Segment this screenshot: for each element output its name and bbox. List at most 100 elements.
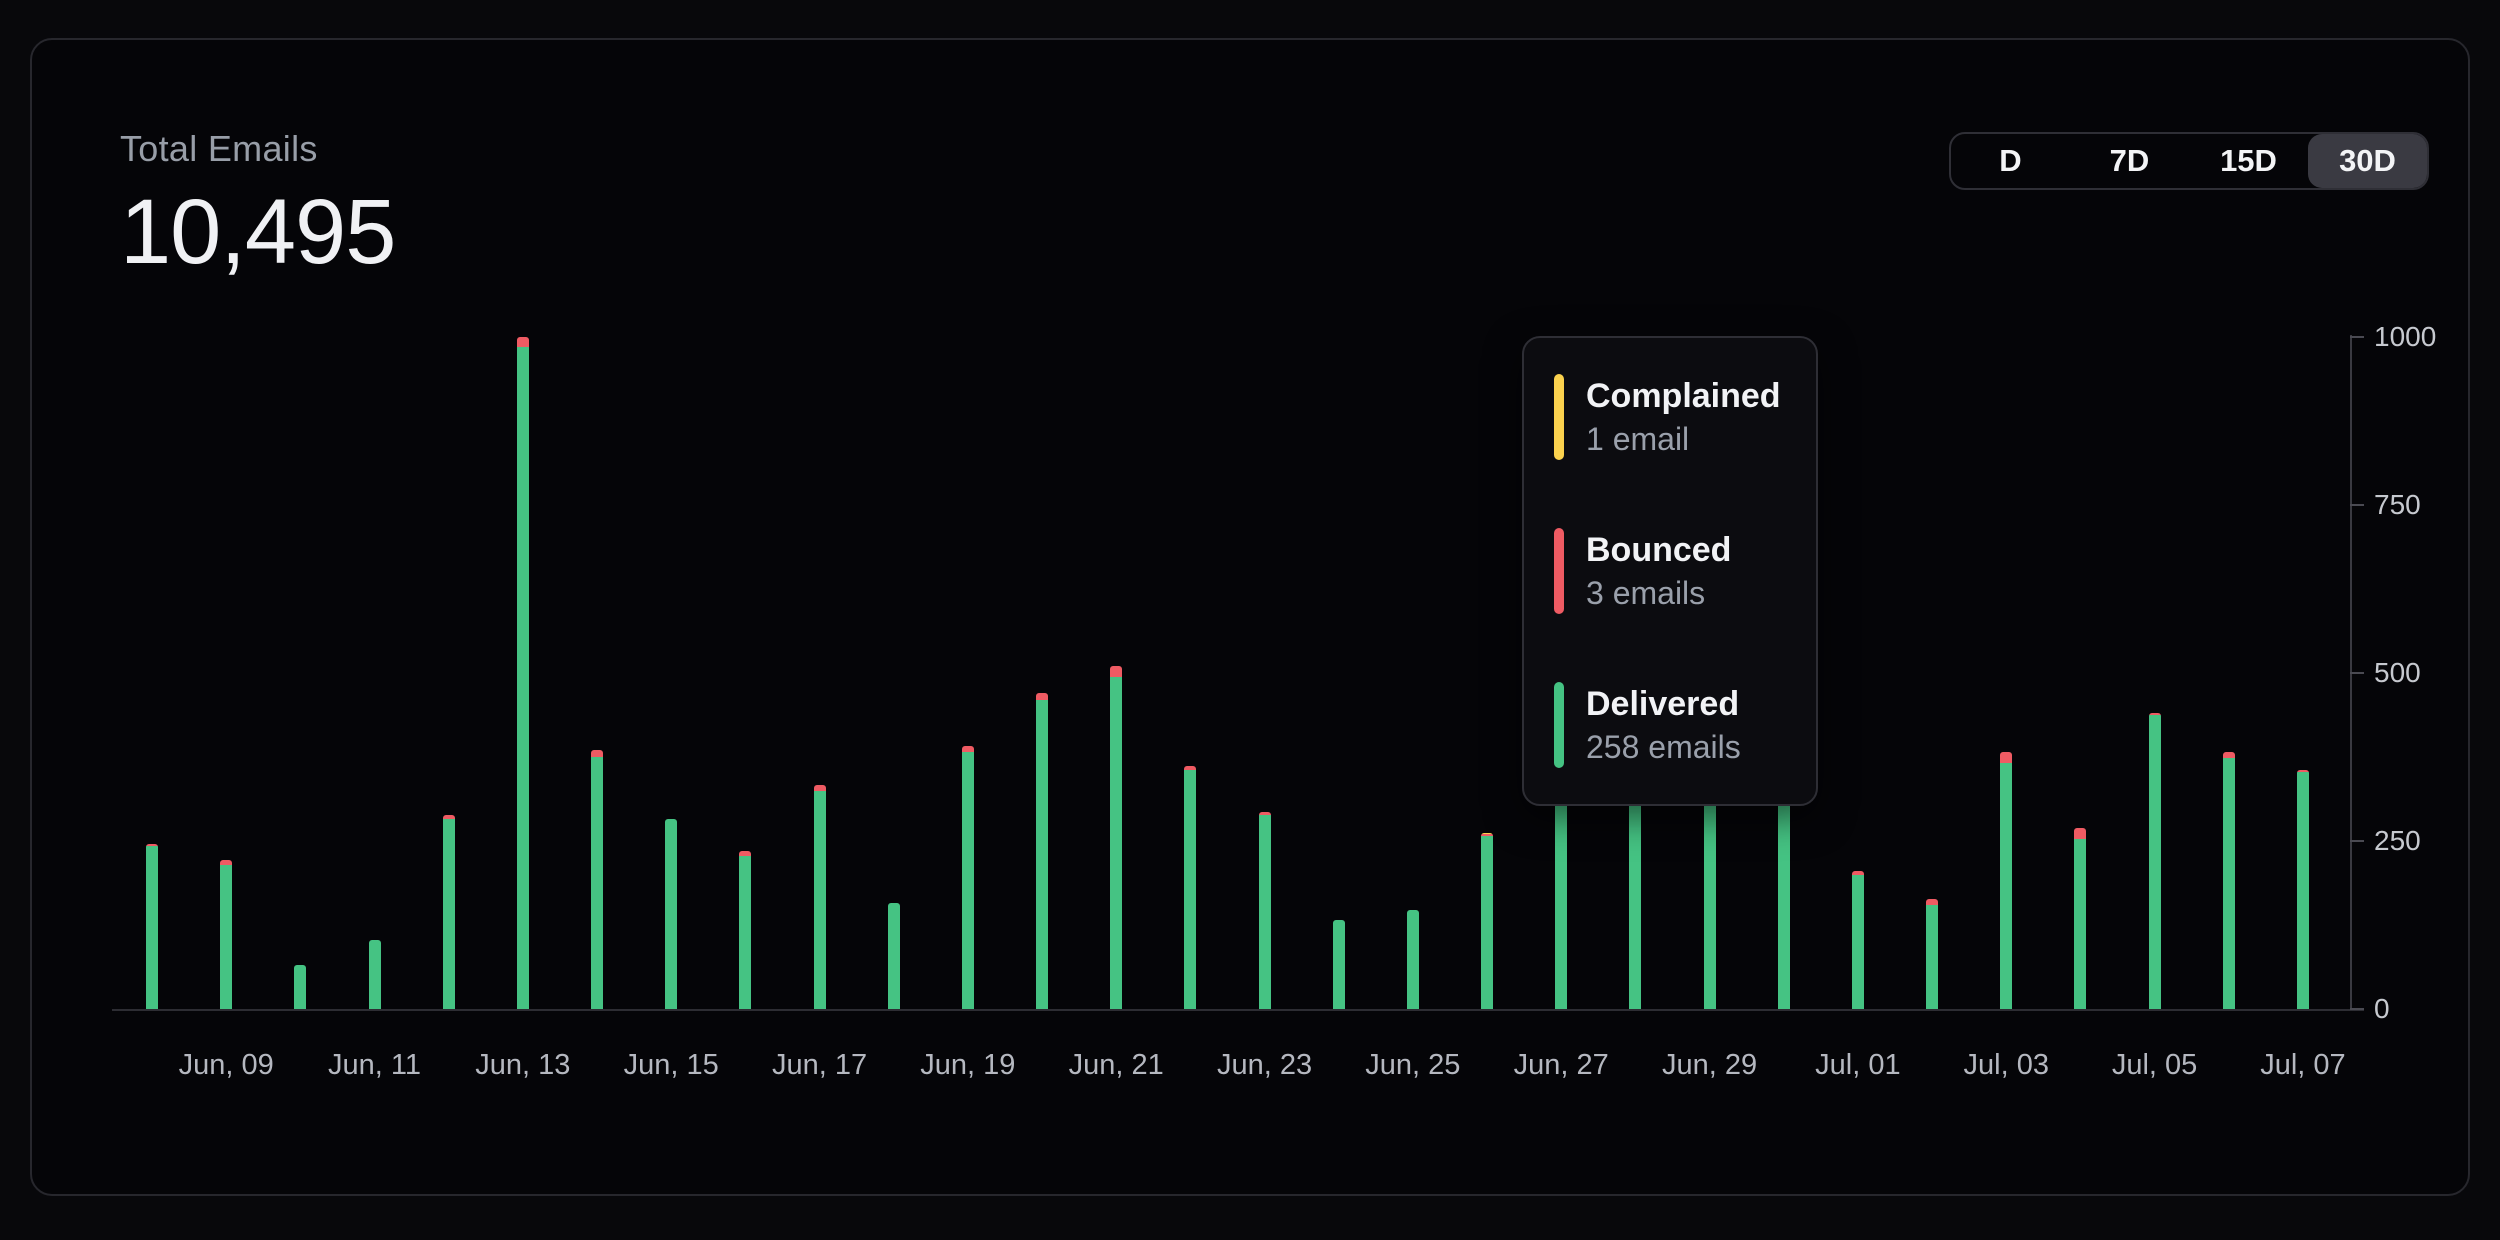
bar-jun-25[interactable] [1406, 909, 1419, 1009]
bar-delivered-segment [1184, 769, 1197, 1009]
bar-bounced-segment [2296, 769, 2309, 773]
bar-delivered-segment [1629, 780, 1642, 1009]
x-tick-label: Jun, 21 [1068, 1049, 1164, 1081]
bar-jun-08[interactable] [146, 843, 158, 1009]
bar-delivered-segment [961, 751, 974, 1009]
bar-delivered-segment [1110, 677, 1123, 1009]
total-emails-value: 10,495 [120, 181, 396, 283]
bar-delivered-segment [887, 902, 900, 1009]
card-header: Total Emails 10,495 [120, 128, 396, 285]
x-tick-label: Jun, 23 [1216, 1049, 1313, 1081]
bar-jun-30[interactable] [1777, 795, 1790, 1009]
bar-jun-14[interactable] [591, 750, 604, 1009]
total-emails-label: Total Emails [120, 128, 318, 169]
bar-delivered-segment [1851, 874, 1864, 1009]
delivered-color-pill [1554, 682, 1564, 768]
bar-jul-02[interactable] [1926, 899, 1939, 1009]
bar-jul-06[interactable] [2222, 752, 2235, 1009]
bar-delivered-segment [2296, 772, 2309, 1009]
bar-delivered-segment [2074, 838, 2087, 1009]
x-tick-label: Jun, 19 [920, 1049, 1016, 1081]
bar-delivered-segment [1332, 919, 1345, 1009]
bar-bounced-segment [1184, 765, 1197, 770]
bar-jul-07[interactable] [2296, 769, 2309, 1009]
chart-tooltip: Complained 1 email Bounced 3 emails Deli… [1522, 336, 1818, 806]
x-tick-label: Jun, 29 [1661, 1049, 1758, 1081]
bar-jun-26[interactable] [1481, 832, 1494, 1009]
x-tick-label: Jun, 25 [1365, 1049, 1461, 1081]
bar-bounced-segment [961, 745, 974, 752]
bar-delivered-segment [1258, 814, 1271, 1009]
bar-delivered-segment [1703, 788, 1716, 1009]
bar-complained-segment [1481, 832, 1494, 834]
x-tick-label: Jun, 27 [1513, 1049, 1609, 1081]
bar-bounced-segment [813, 785, 826, 791]
bar-jun-17[interactable] [813, 785, 826, 1009]
bar-jun-09[interactable] [220, 859, 233, 1009]
bar-delivered-segment [1777, 798, 1790, 1009]
bar-jun-28[interactable] [1629, 777, 1642, 1009]
bar-jun-27[interactable] [1555, 787, 1568, 1009]
x-axis-line [112, 1009, 2364, 1011]
bar-delivered-segment [1555, 790, 1568, 1009]
bar-jun-10[interactable] [294, 965, 307, 1009]
time-range-option-30d[interactable]: 30D [2308, 134, 2427, 188]
bar-delivered-segment [294, 965, 307, 1009]
bar-delivered-segment [516, 347, 529, 1009]
bar-jul-03[interactable] [2000, 752, 2013, 1009]
bar-jul-04[interactable] [2074, 827, 2087, 1009]
bar-bounced-segment [1110, 666, 1123, 678]
y-tick-label: 1000 [2374, 321, 2437, 352]
bar-delivered-segment [1036, 699, 1049, 1009]
bar-delivered-segment [1481, 835, 1494, 1009]
bar-jun-23[interactable] [1258, 812, 1271, 1009]
emails-chart-card: Total Emails 10,495 D 7D 15D 30D 0 250 500 750… [30, 38, 2470, 1196]
time-range-option-7d[interactable]: 7D [2070, 134, 2189, 188]
x-tick-label: Jun, 17 [771, 1049, 868, 1081]
bar-bounced-segment [1481, 833, 1494, 836]
bar-bounced-segment [2000, 752, 2013, 764]
x-tick-label: Jun, 15 [623, 1049, 719, 1081]
bar-jul-01[interactable] [1851, 871, 1864, 1009]
bar-delivered-segment [1406, 909, 1419, 1009]
bar-bounced-segment [146, 843, 158, 847]
tooltip-entry-label: Complained [1586, 377, 1781, 415]
bar-jun-21[interactable] [1110, 666, 1123, 1009]
bar-bounced-segment [739, 851, 752, 856]
bar-bounced-segment [2222, 752, 2235, 759]
bar-jun-11[interactable] [368, 939, 381, 1009]
bar-delivered-segment [813, 790, 826, 1009]
y-tick [2350, 840, 2364, 842]
y-tick-label: 750 [2374, 489, 2421, 520]
x-tick-label: Jun, 13 [475, 1049, 571, 1081]
x-tick-label: Jun, 11 [328, 1049, 421, 1081]
tooltip-entry-bounced: Bounced 3 emails [1554, 528, 1786, 614]
bar-bounced-segment [1926, 899, 1939, 905]
bar-jun-22[interactable] [1184, 765, 1197, 1009]
bar-delivered-segment [739, 855, 752, 1009]
bar-delivered-segment [368, 939, 381, 1009]
bar-jun-20[interactable] [1036, 693, 1049, 1009]
bar-jun-24[interactable] [1332, 919, 1345, 1009]
y-tick [2350, 504, 2364, 506]
bar-jun-13[interactable] [516, 337, 529, 1009]
bar-bounced-segment [1851, 871, 1864, 875]
x-tick-label: Jul, 05 [2111, 1049, 2198, 1081]
bar-delivered-segment [591, 757, 604, 1009]
time-range-option-d[interactable]: D [1951, 134, 2070, 188]
bar-jun-29[interactable] [1703, 785, 1716, 1009]
bar-bounced-segment [591, 750, 604, 757]
bar-jun-15[interactable] [665, 818, 678, 1009]
tooltip-entry-value: 1 email [1586, 421, 1690, 457]
bar-bounced-segment [2074, 827, 2087, 839]
bar-jun-19[interactable] [961, 745, 974, 1009]
bar-jun-18[interactable] [887, 902, 900, 1009]
bar-delivered-segment [2000, 763, 2013, 1009]
bar-jun-16[interactable] [739, 851, 752, 1009]
bar-jul-05[interactable] [2148, 713, 2161, 1009]
bar-jun-12[interactable] [442, 815, 455, 1009]
tooltip-entry-delivered: Delivered 258 emails [1554, 682, 1786, 768]
y-tick-label: 500 [2374, 657, 2421, 688]
bar-delivered-segment [442, 818, 455, 1009]
time-range-option-15d[interactable]: 15D [2189, 134, 2308, 188]
